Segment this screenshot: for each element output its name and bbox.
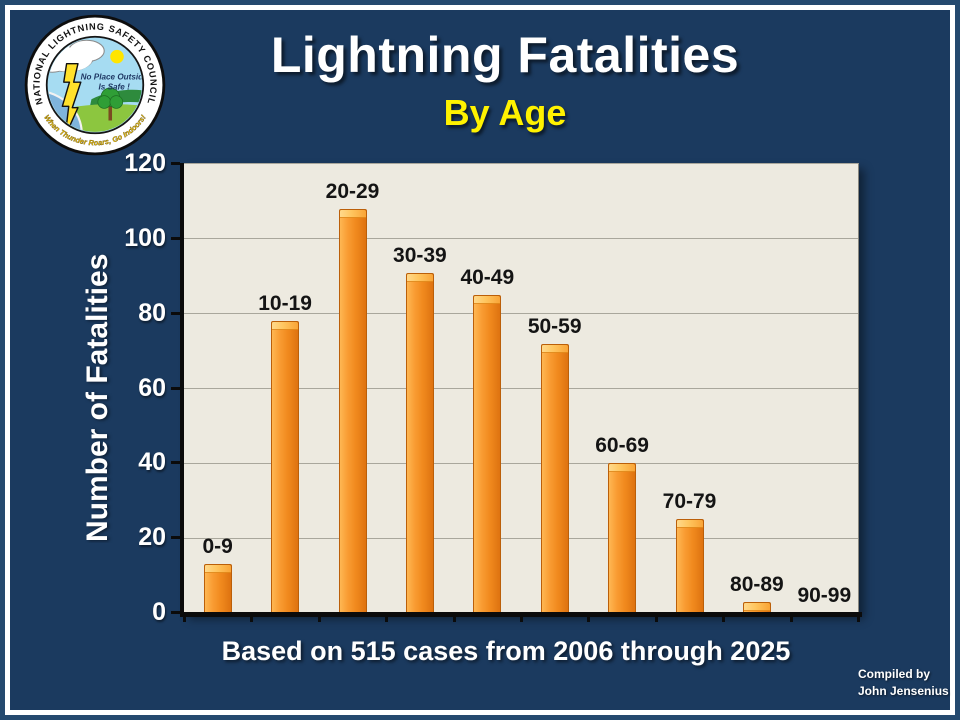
x-tick-mark — [790, 617, 793, 622]
logo-tree — [97, 87, 124, 121]
gridline — [184, 388, 858, 389]
x-axis-line — [180, 612, 862, 617]
x-tick-mark — [453, 617, 456, 622]
credit-line1: Compiled by — [858, 667, 931, 681]
y-tick-label: 100 — [124, 223, 166, 252]
bar-label: 10-19 — [258, 292, 312, 315]
logo-lightning-bolt-icon — [61, 62, 82, 132]
bar — [608, 463, 637, 613]
bar-top-bevel — [743, 603, 770, 611]
bar-top-bevel — [272, 322, 299, 330]
bar-label: 20-29 — [325, 180, 380, 203]
y-tick-label: 0 — [152, 598, 166, 626]
y-tick-mark — [171, 236, 180, 240]
y-tick-label: 40 — [138, 448, 166, 477]
x-tick-mark — [385, 617, 388, 622]
bar-top-bevel — [204, 565, 231, 573]
y-tick-label: 120 — [124, 149, 166, 177]
bar-label: 80-89 — [730, 573, 784, 596]
gridline — [184, 238, 858, 240]
chart-caption: Based on 515 cases from 2006 through 202… — [221, 636, 791, 666]
y-axis-line — [180, 163, 184, 616]
bar-top-bevel — [406, 274, 433, 282]
y-tick-mark — [171, 611, 180, 614]
x-tick-mark — [857, 617, 860, 622]
bar-label: 50-59 — [527, 315, 582, 338]
page-subtitle: By Age — [443, 92, 567, 133]
gridline — [184, 313, 858, 315]
x-tick-mark — [722, 617, 725, 622]
bar-label: 70-79 — [662, 490, 717, 513]
logo-sun-icon — [110, 49, 124, 64]
y-tick-mark — [171, 162, 180, 165]
bar-label: 60-69 — [595, 434, 649, 457]
bar-top-bevel — [474, 296, 501, 304]
nlsc-logo: No Place Outside Is Safe ! NATIONAL LIGH… — [24, 14, 166, 156]
bar-top-bevel — [609, 464, 636, 472]
y-tick-label: 20 — [138, 523, 166, 552]
x-tick-mark — [183, 617, 186, 622]
bar — [271, 321, 300, 613]
bar — [540, 344, 569, 613]
page-title: Lightning Fatalities — [270, 27, 740, 83]
x-tick-mark — [250, 617, 253, 622]
bar-top-bevel — [676, 520, 703, 528]
x-tick-mark — [587, 617, 590, 622]
logo-slogan-line1: No Place Outside — [81, 72, 149, 81]
credit-note: Compiled by John Jensenius — [858, 666, 949, 700]
bar-label: 40-49 — [460, 266, 515, 289]
y-tick-label: 60 — [138, 373, 166, 402]
bar-top-bevel — [339, 210, 366, 218]
x-tick-mark — [318, 617, 321, 622]
y-tick-mark — [171, 536, 180, 540]
bar — [675, 519, 704, 613]
bar — [338, 209, 367, 613]
gridline — [184, 537, 858, 539]
bar-label: 90-99 — [797, 584, 852, 607]
y-tick-mark — [171, 386, 180, 390]
bar — [405, 273, 434, 613]
y-tick-mark — [171, 311, 180, 315]
bar — [473, 295, 502, 613]
logo-slogan-line2: Is Safe ! — [99, 82, 131, 91]
bar-label: 30-39 — [393, 244, 447, 267]
chart-plot-area: 0-9 10-19 20-29 30-39 40-49 50-59 60-69 70-79 80… — [184, 163, 859, 613]
credit-line2: John Jensenius — [858, 683, 949, 698]
y-tick-label: 80 — [138, 298, 166, 327]
bar — [742, 602, 771, 613]
gridline — [184, 462, 858, 464]
bar-label: 0-9 — [202, 535, 233, 558]
bar-top-bevel — [541, 345, 568, 353]
x-tick-mark — [655, 617, 658, 622]
y-tick-mark — [171, 461, 180, 465]
x-tick-mark — [520, 617, 523, 622]
bar — [203, 564, 232, 613]
nlsc-logo-icon: No Place Outside Is Safe ! NATIONAL LIGH… — [24, 14, 166, 156]
